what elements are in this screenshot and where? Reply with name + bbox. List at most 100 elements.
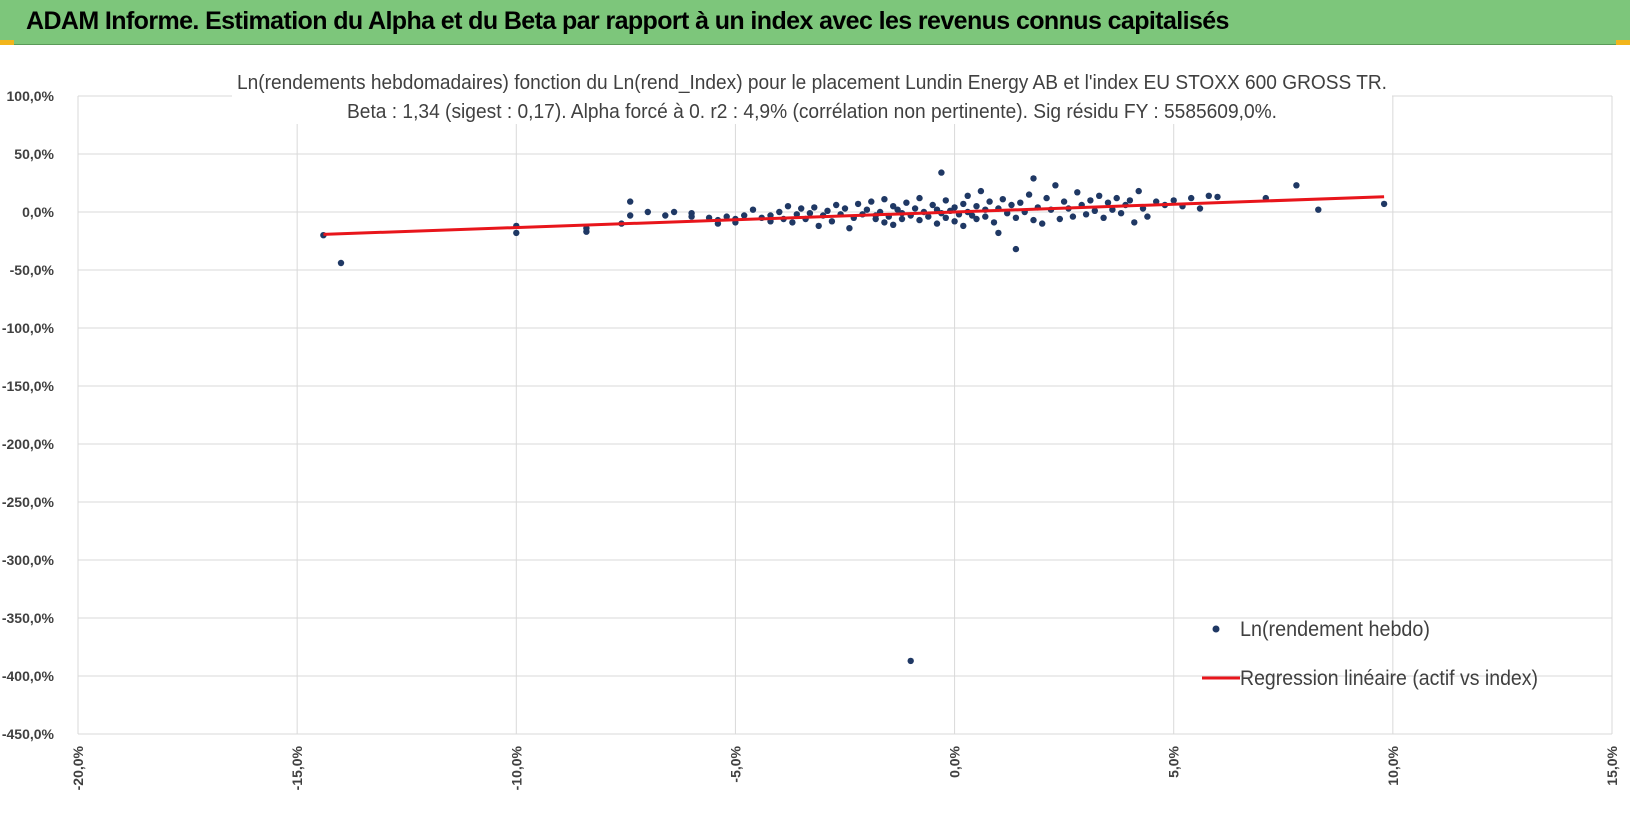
data-point [911, 205, 919, 212]
x-tick-label: -15,0% [289, 745, 305, 790]
data-point [1293, 182, 1300, 189]
data-point [1012, 245, 1020, 253]
corner-marker-right [1616, 40, 1630, 45]
data-point [776, 208, 783, 216]
regression-line-group [323, 195, 1385, 236]
y-tick-label: 100,0% [7, 88, 55, 104]
data-point [806, 210, 814, 217]
data-point [1139, 205, 1147, 212]
y-tick-label: -350,0% [2, 610, 55, 626]
data-point [890, 203, 897, 210]
data-point [1025, 191, 1033, 198]
data-point [1135, 187, 1142, 195]
data-point [513, 229, 520, 237]
data-point [960, 222, 967, 230]
data-point [1214, 193, 1221, 201]
data-point [999, 196, 1006, 203]
data-point [1017, 199, 1024, 206]
chart-axes: 100,0% 50,0% 0,0% -50,0% -100,0% -150,0% -200,… [2, 88, 1620, 790]
data-point [741, 212, 748, 219]
data-point [1012, 214, 1020, 221]
x-tick-label: -20,0% [70, 745, 86, 790]
data-point [1087, 197, 1094, 204]
data-point [1082, 211, 1090, 218]
data-point [1196, 205, 1204, 212]
legend-label-regression: Regression linéaire (actif vs index) [1240, 667, 1538, 690]
x-tick-label: 0,0% [947, 745, 963, 777]
data-point [828, 218, 836, 225]
data-point [854, 200, 862, 208]
y-tick-label: -50,0% [10, 262, 55, 278]
legend-marker-points [1212, 625, 1220, 633]
data-point [894, 206, 901, 213]
data-point [951, 218, 958, 225]
data-point [1091, 207, 1099, 214]
data-point [881, 219, 888, 226]
data-point [929, 201, 936, 209]
data-point [1170, 197, 1177, 204]
y-tick-label: 50,0% [14, 146, 54, 162]
data-point [627, 212, 634, 219]
data-point [968, 212, 976, 219]
data-point [789, 219, 796, 226]
data-point [662, 212, 669, 219]
report-header: ADAM Informe. Estimation du Alpha et du … [0, 0, 1630, 45]
data-point [973, 203, 980, 210]
data-point [1153, 198, 1160, 205]
chart-title-line2: Beta : 1,34 (sigest : 0,17). Alpha forcé… [347, 101, 1277, 123]
data-point [890, 221, 897, 228]
data-point [960, 200, 967, 208]
data-point [907, 657, 914, 665]
data-point [1113, 194, 1120, 202]
scatter-points [320, 169, 1388, 665]
data-point [1030, 175, 1037, 182]
chart-title-background [232, 60, 1392, 124]
data-point [925, 213, 932, 220]
data-point [898, 215, 906, 223]
data-point [841, 205, 849, 212]
data-point [824, 207, 831, 214]
data-point [1380, 200, 1388, 208]
data-point [793, 211, 800, 218]
data-point [868, 198, 875, 205]
data-point [833, 201, 840, 209]
data-point [863, 206, 871, 213]
data-point [749, 206, 757, 213]
x-tick-label: -10,0% [508, 745, 524, 790]
data-point [1043, 194, 1050, 202]
data-point [798, 205, 805, 212]
report-title: ADAM Informe. Estimation du Alpha et du … [26, 7, 1229, 35]
data-point [627, 198, 634, 205]
data-point [1052, 182, 1059, 189]
data-point [1131, 219, 1138, 226]
data-point [1188, 194, 1195, 202]
data-point [916, 216, 923, 224]
data-point [951, 204, 958, 211]
data-point [986, 198, 993, 205]
data-point [973, 215, 980, 223]
data-point [1315, 206, 1322, 213]
data-point [815, 222, 822, 230]
data-point [1074, 189, 1081, 196]
y-tick-label: -300,0% [2, 552, 55, 568]
y-tick-label: -250,0% [2, 494, 55, 510]
data-point [784, 203, 792, 210]
data-point [1060, 198, 1068, 205]
data-point [977, 187, 985, 195]
data-point [881, 196, 888, 203]
chart-gridlines [77, 95, 1613, 735]
y-tick-label: 0,0% [22, 204, 54, 220]
data-point [982, 213, 989, 220]
y-tick-label: -400,0% [2, 668, 55, 684]
data-point [995, 229, 1002, 237]
data-point [990, 219, 998, 226]
corner-marker-left [0, 40, 14, 45]
data-point [1104, 199, 1112, 206]
data-point [1030, 216, 1037, 224]
data-point [933, 220, 941, 227]
x-tick-label: 10,0% [1385, 745, 1401, 785]
x-tick-label: 15,0% [1604, 745, 1620, 785]
data-point [723, 213, 730, 220]
data-point [1056, 215, 1064, 223]
scatter-chart: 100,0% 50,0% 0,0% -50,0% -100,0% -150,0% -200,… [2, 60, 1620, 790]
